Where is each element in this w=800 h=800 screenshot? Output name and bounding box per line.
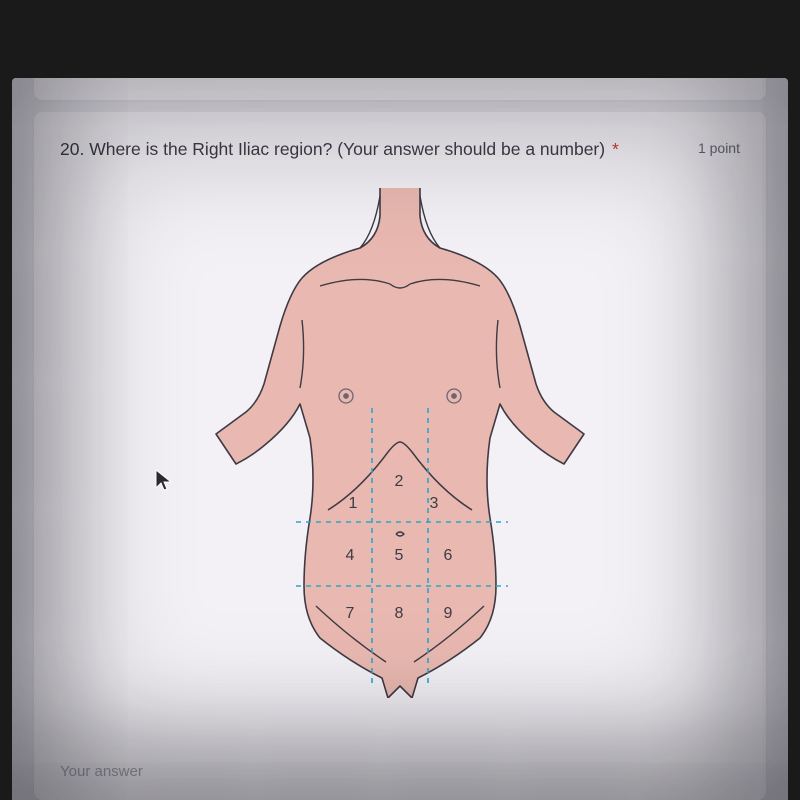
- previous-card-edge: [34, 78, 766, 100]
- region-label-7: 7: [346, 605, 355, 622]
- region-label-3: 3: [430, 495, 439, 512]
- region-label-6: 6: [444, 547, 453, 564]
- answer-input[interactable]: Your answer: [60, 763, 143, 780]
- monitor-bezel: 20. Where is the Right Iliac region? (Yo…: [0, 0, 800, 800]
- region-label-5: 5: [395, 547, 404, 564]
- region-label-2: 2: [395, 473, 404, 490]
- points-label: 1 point: [698, 138, 740, 156]
- question-text: 20. Where is the Right Iliac region? (Yo…: [60, 138, 680, 162]
- torso-diagram: 1 2 3 4 5 6 7 8 9: [210, 188, 590, 698]
- region-label-4: 4: [346, 547, 355, 564]
- region-label-8: 8: [395, 605, 404, 622]
- question-number: 20.: [60, 139, 84, 159]
- required-asterisk: *: [612, 139, 619, 159]
- question-header: 20. Where is the Right Iliac region? (Yo…: [60, 138, 740, 162]
- screen-viewport: 20. Where is the Right Iliac region? (Yo…: [12, 78, 788, 800]
- region-label-9: 9: [444, 605, 453, 622]
- question-card: 20. Where is the Right Iliac region? (Yo…: [34, 112, 766, 800]
- region-label-1: 1: [349, 495, 358, 512]
- diagram-container: 1 2 3 4 5 6 7 8 9: [60, 162, 740, 698]
- question-prompt: Where is the Right Iliac region? (Your a…: [89, 139, 605, 159]
